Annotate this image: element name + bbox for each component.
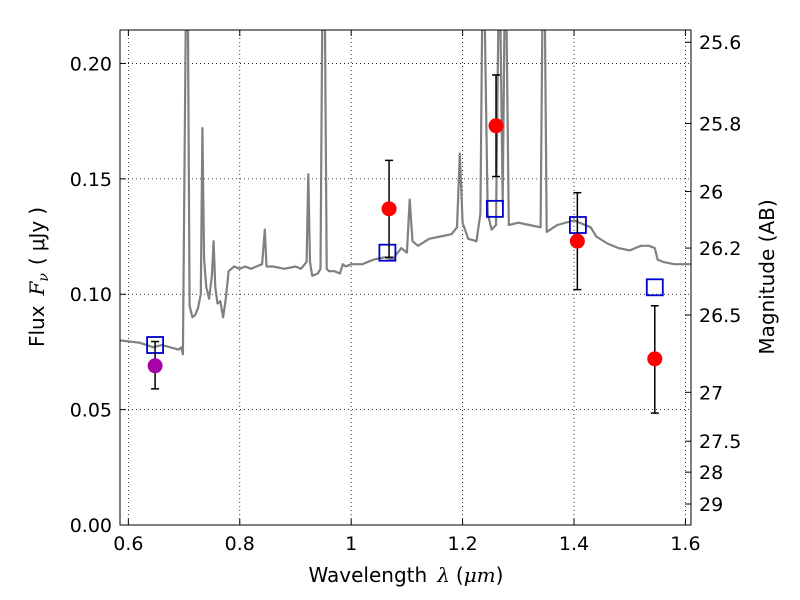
y2-tick-label: 29 (699, 494, 723, 516)
y2-tick-label: 26 (699, 182, 723, 204)
x-tick-label: 1.6 (670, 533, 700, 555)
x-tick-label: 0.6 (113, 533, 143, 555)
x-tick-label: 1 (345, 533, 357, 555)
observed-flux-point (147, 358, 163, 374)
y-tick-label: 0.00 (70, 515, 112, 537)
marker-layer (146, 74, 664, 414)
y2-tick-label: 26.2 (699, 238, 741, 260)
y2-tick-label: 26.5 (699, 305, 741, 327)
x-axis-label-symbol: λ (436, 563, 450, 587)
y-tick-label: 0.10 (70, 284, 112, 306)
x-tick-label: 1.4 (559, 533, 589, 555)
model-square-marker (486, 199, 504, 218)
x-axis-label-text: Wavelength (309, 563, 428, 587)
y-axis-label-text: Flux (25, 305, 49, 347)
y2-tick-label: 25.8 (699, 113, 741, 135)
y-tick-label: 0.05 (70, 400, 112, 422)
y-tick-label: 0.20 (70, 53, 112, 75)
model-square-marker (378, 243, 397, 262)
axis-ticks: 0.6 0.8 1 1.2 1.4 1.6 0.00 0.05 0.10 0.15 0.20 25.6… (70, 30, 741, 555)
observed-flux-point (381, 201, 397, 217)
y2-axis-label: Magnitude (AB) (755, 199, 779, 354)
spectrum-layer (120, 30, 691, 356)
x-axis-label-unit: μm (464, 563, 496, 587)
grid-lines (120, 30, 691, 526)
x-axis-label: Wavelength λ (μm) (309, 563, 504, 587)
observed-flux-point (488, 118, 504, 134)
plot-frame (119, 29, 692, 526)
y-axis-label-symbol: F (25, 280, 49, 296)
y2-tick-label: 27.5 (699, 431, 741, 453)
observed-flux-point (647, 351, 663, 367)
model-square-marker (645, 278, 664, 297)
y2-tick-label: 27 (699, 382, 723, 404)
y-axis-label-subscript: ν (36, 273, 52, 282)
y-axis-label-unit: μJy (25, 221, 49, 252)
y-tick-label: 0.15 (70, 169, 112, 191)
observed-flux-point (569, 233, 585, 249)
x-tick-label: 0.8 (225, 533, 255, 555)
x-tick-label: 1.2 (447, 533, 477, 555)
y2-tick-label: 28 (699, 462, 723, 484)
y-axis-label: FluxFν(μJy) (25, 207, 52, 347)
y2-tick-label: 25.6 (699, 32, 741, 54)
spectrum-line (120, 30, 691, 356)
